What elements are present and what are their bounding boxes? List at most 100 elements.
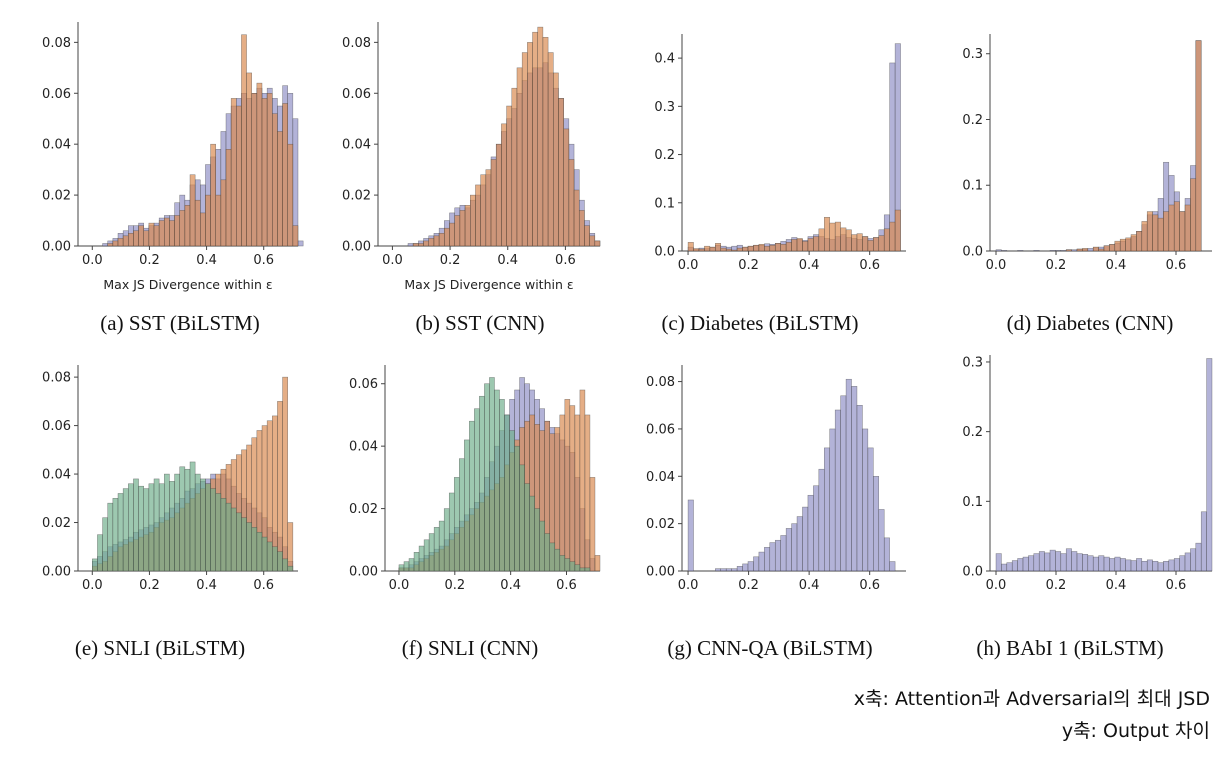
histogram-bar xyxy=(179,466,186,572)
histogram-bar xyxy=(1092,556,1099,572)
histogram-bar xyxy=(1055,250,1062,252)
y-tick-label: 0.04 xyxy=(42,138,71,153)
histogram-bar xyxy=(1017,250,1024,252)
histogram-bar xyxy=(537,26,544,247)
x-tick-label: 0.0 xyxy=(389,578,410,593)
histogram-bar xyxy=(544,533,550,572)
histogram-bar xyxy=(687,242,694,252)
histogram-bar xyxy=(251,527,258,572)
histogram-bar xyxy=(873,476,880,572)
y-tick-label: 0.0 xyxy=(962,565,983,580)
histogram-bar xyxy=(241,517,247,572)
histogram-bar xyxy=(122,235,129,247)
histogram-bar xyxy=(220,498,227,572)
histogram-bar xyxy=(128,483,134,572)
histogram-bar xyxy=(459,458,465,572)
histogram-bar xyxy=(731,249,738,252)
histogram-bar xyxy=(840,227,847,252)
histogram-bar xyxy=(438,233,445,247)
histogram-bar xyxy=(475,184,481,247)
histogram-bar xyxy=(856,233,863,252)
histogram-bar xyxy=(1114,240,1121,252)
histogram-bar xyxy=(133,230,139,247)
histogram-bar xyxy=(474,408,480,572)
histogram-bar xyxy=(1146,211,1153,252)
histogram-bar xyxy=(753,556,760,572)
histogram-bar xyxy=(1195,542,1202,572)
x-tick-label: 0.2 xyxy=(738,258,759,273)
histogram-bar xyxy=(418,243,424,247)
y-tick-label: 0.02 xyxy=(342,189,371,204)
histogram-bar xyxy=(780,535,787,572)
histogram-bar xyxy=(862,236,869,252)
histogram-bar xyxy=(807,238,814,252)
histogram-bar xyxy=(153,478,160,572)
histogram-bar xyxy=(256,82,263,247)
histogram-bar xyxy=(578,210,585,247)
histogram-bar xyxy=(568,159,575,247)
histogram-bar xyxy=(200,212,206,247)
histogram-bar xyxy=(1173,558,1180,572)
x-axis-label: Max JS Divergence within ε xyxy=(103,277,272,292)
histogram-bar xyxy=(867,240,874,252)
histogram-bar xyxy=(1130,234,1137,252)
y-tick-label: 0.04 xyxy=(646,470,675,485)
histogram-bar xyxy=(261,98,268,247)
histogram-bar xyxy=(158,483,165,572)
histogram-bar xyxy=(112,240,119,247)
histogram-bar xyxy=(1168,204,1175,252)
histogram-bar xyxy=(802,241,809,252)
histogram-bar xyxy=(189,461,196,572)
y-tick-label: 0.02 xyxy=(42,189,71,204)
histogram-bar xyxy=(791,239,798,252)
x-tick-label: 0.4 xyxy=(196,578,217,593)
y-tick-label: 0.2 xyxy=(654,148,675,163)
histogram-bar xyxy=(851,386,858,572)
histogram-bar xyxy=(720,568,727,572)
histogram-bar xyxy=(725,248,732,252)
y-tick-label: 0.02 xyxy=(349,502,378,517)
histogram-bar xyxy=(1076,553,1083,572)
histogram-bar xyxy=(574,414,581,572)
x-tick-label: 0.2 xyxy=(1046,258,1067,273)
y-tick-label: 0.1 xyxy=(962,495,983,510)
x-tick-label: 0.2 xyxy=(139,578,160,593)
histogram-bar xyxy=(542,37,549,247)
histogram-bar xyxy=(489,377,495,572)
y-tick-label: 0.2 xyxy=(962,113,983,128)
histogram-bar xyxy=(215,493,222,572)
histogram-bar xyxy=(594,555,601,572)
histogram-bar xyxy=(225,502,232,572)
histogram-bar xyxy=(408,558,415,572)
histogram-bar xyxy=(758,551,765,572)
histogram-bar xyxy=(834,409,841,572)
histogram-bar xyxy=(184,205,191,247)
histogram-bar xyxy=(747,561,754,572)
histogram-bar xyxy=(1125,237,1132,252)
histogram-bar xyxy=(407,243,414,247)
histogram-bar xyxy=(509,430,515,572)
histogram-bar xyxy=(534,508,540,572)
histogram-bar xyxy=(444,227,450,247)
histogram-bar xyxy=(479,395,485,572)
histogram-bar xyxy=(287,565,294,572)
x-tick-label: 0.2 xyxy=(139,253,160,268)
histogram-bar xyxy=(1049,549,1056,572)
histogram-bar xyxy=(470,194,476,247)
histogram-bar xyxy=(1038,551,1045,572)
histogram-bar xyxy=(878,235,885,252)
histogram-bar xyxy=(1173,201,1180,252)
histogram-bar xyxy=(862,428,869,572)
histogram-bar xyxy=(506,105,513,247)
x-tick-label: 0.6 xyxy=(555,253,576,268)
histogram-bar xyxy=(1044,552,1051,572)
histogram-bar xyxy=(995,249,1002,252)
histogram-bar xyxy=(693,248,700,252)
histogram-bar xyxy=(519,464,525,572)
histogram-bar xyxy=(1184,204,1191,252)
histogram-bar xyxy=(521,52,528,247)
histogram-bar xyxy=(553,72,559,247)
histogram-bar xyxy=(433,235,440,247)
x-tick-label: 0.0 xyxy=(986,578,1007,593)
histogram-bar xyxy=(1022,556,1029,572)
